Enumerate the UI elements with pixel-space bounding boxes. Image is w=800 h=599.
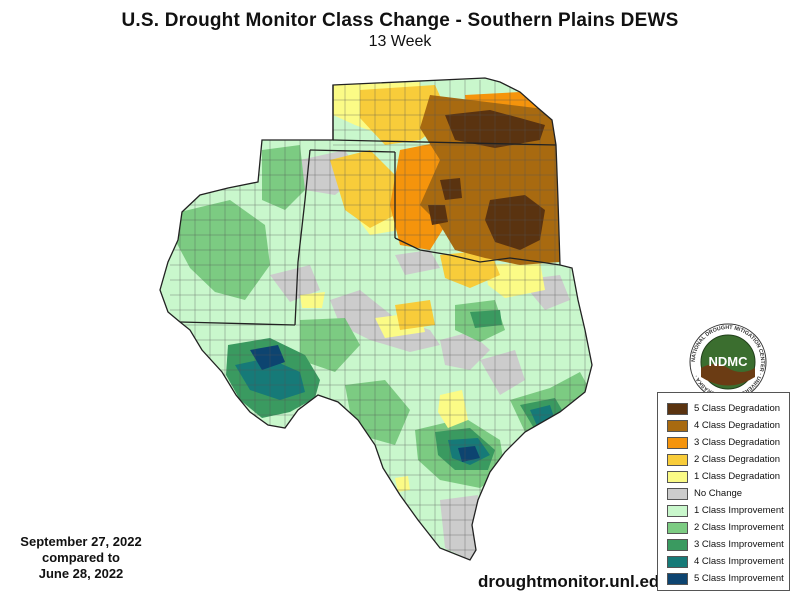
new-mexico-east-border	[294, 149, 311, 326]
map-subtitle: 13 Week	[368, 33, 432, 50]
legend-swatch	[667, 572, 688, 585]
legend-label: 2 Class Improvement	[694, 522, 784, 533]
legend-swatch	[667, 419, 688, 432]
area-5-class-degradation	[440, 178, 462, 200]
red-river-border	[394, 237, 561, 266]
legend-item: 4 Class Degradation	[667, 417, 789, 434]
legend-label: No Change	[694, 488, 743, 499]
logo-text: NDMC	[709, 354, 749, 369]
area-no-change	[440, 495, 478, 560]
legend-swatch	[667, 504, 688, 517]
kansas-oklahoma-border	[332, 139, 557, 146]
legend-item: 2 Class Degradation	[667, 451, 789, 468]
area-2-class-improvement	[345, 380, 410, 445]
legend-label: 1 Class Degradation	[694, 471, 781, 482]
drought-change-areas	[170, 80, 592, 560]
current-date: September 27, 2022	[20, 534, 142, 549]
area-5-class-degradation	[485, 195, 545, 250]
area-1-class-degradation	[438, 390, 468, 428]
area-1-class-degradation	[300, 292, 325, 308]
legend-swatch	[667, 436, 688, 449]
legend-item: 2 Class Improvement	[667, 519, 789, 536]
legend-item: 1 Class Degradation	[667, 468, 789, 485]
legend-label: 5 Class Improvement	[694, 573, 784, 584]
area-3-class-improvement	[470, 310, 502, 328]
legend-swatch	[667, 487, 688, 500]
previous-date: June 28, 2022	[38, 566, 124, 581]
legend-swatch	[667, 470, 688, 483]
area-no-change	[270, 265, 320, 302]
source-url[interactable]: droughtmonitor.unl.edu	[478, 572, 670, 591]
legend-label: 2 Class Degradation	[694, 454, 781, 465]
legend-item: 5 Class Degradation	[667, 400, 789, 417]
legend-item: 1 Class Improvement	[667, 502, 789, 519]
legend: 5 Class Degradation 4 Class Degradation 3 …	[657, 392, 790, 591]
region-outline	[159, 77, 593, 561]
legend-item: 3 Class Degradation	[667, 434, 789, 451]
legend-item: 5 Class Improvement	[667, 570, 789, 587]
legend-label: 3 Class Improvement	[694, 539, 784, 550]
ndmc-logo: NATIONAL DROUGHT MITIGATION CENTER · UNI…	[689, 323, 767, 401]
legend-item: No Change	[667, 485, 789, 502]
area-no-change	[480, 350, 525, 395]
legend-label: 3 Class Degradation	[694, 437, 781, 448]
state-boundaries	[159, 77, 593, 561]
area-2-class-degradation	[330, 150, 395, 228]
legend-item: 4 Class Improvement	[667, 553, 789, 570]
oklahoma-panhandle-border	[309, 149, 396, 153]
legend-item: 3 Class Improvement	[667, 536, 789, 553]
compared-to-label: compared to	[41, 550, 120, 565]
legend-label: 5 Class Degradation	[694, 403, 781, 414]
legend-label: 1 Class Improvement	[694, 505, 784, 516]
area-no-change	[395, 250, 440, 275]
legend-label: 4 Class Degradation	[694, 420, 781, 431]
legend-swatch	[667, 521, 688, 534]
map-title: U.S. Drought Monitor Class Change - Sout…	[121, 10, 679, 31]
area-5-class-improvement	[458, 446, 480, 462]
legend-swatch	[667, 402, 688, 415]
legend-label: 4 Class Improvement	[694, 556, 784, 567]
area-5-class-improvement	[250, 345, 285, 370]
date-block: September 27, 2022 compared to June 28, …	[10, 534, 152, 582]
area-2-class-improvement	[262, 145, 305, 210]
area-2-class-degradation	[440, 250, 500, 288]
legend-swatch	[667, 555, 688, 568]
legend-swatch	[667, 453, 688, 466]
area-2-class-degradation	[395, 300, 435, 330]
legend-swatch	[667, 538, 688, 551]
area-1-class-degradation	[395, 476, 410, 492]
new-mexico-south-border	[179, 321, 296, 326]
